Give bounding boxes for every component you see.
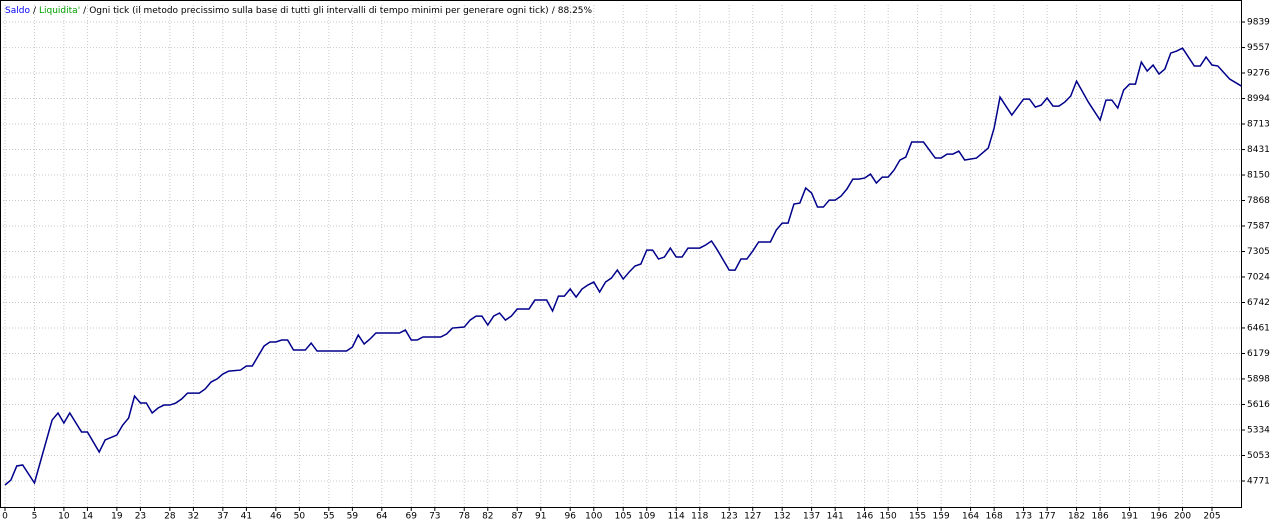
x-tick-label: 14 (82, 512, 94, 522)
x-tick-label: 5 (32, 512, 38, 522)
y-tick-label: 8994 (1247, 94, 1270, 104)
y-tick-label: 9557 (1247, 43, 1270, 53)
header-text: Saldo / Liquidita' / Ogni tick (il metodo pr… (5, 6, 593, 16)
x-tick-label: 32 (188, 512, 199, 522)
x-tick-label: 37 (217, 512, 228, 522)
x-tick-label: 182 (1068, 512, 1085, 522)
x-tick-label: 19 (111, 512, 123, 522)
x-tick-label: 205 (1203, 512, 1220, 522)
y-tick-label: 7305 (1247, 247, 1270, 257)
x-tick-label: 64 (376, 512, 388, 522)
x-tick-label: 164 (962, 512, 979, 522)
x-tick-label: 155 (909, 512, 926, 522)
x-tick-label: 132 (774, 512, 791, 522)
separator: / (552, 6, 556, 16)
subtitle: Ogni tick (il metodo precissimo sulla ba… (89, 6, 548, 16)
y-tick-label: 8713 (1247, 120, 1270, 130)
plot-frame (0, 0, 1242, 508)
x-tick-label: 177 (1039, 512, 1056, 522)
x-tick-label: 50 (294, 512, 306, 522)
x-tick-label: 91 (535, 512, 546, 522)
y-tick-label: 8431 (1247, 145, 1270, 155)
y-tick-label: 7587 (1247, 221, 1270, 231)
y-tick-label: 9276 (1247, 69, 1270, 79)
x-tick-label: 118 (691, 512, 708, 522)
y-tick-label: 4771 (1247, 477, 1270, 487)
x-tick-label: 168 (986, 512, 1003, 522)
x-tick-label: 46 (270, 512, 282, 522)
x-tick-label: 196 (1150, 512, 1167, 522)
y-tick-label: 5053 (1247, 451, 1270, 461)
y-tick-label: 7024 (1247, 272, 1270, 282)
x-tick-label: 137 (803, 512, 820, 522)
x-tick-label: 23 (135, 512, 146, 522)
x-tick-label: 109 (638, 512, 655, 522)
x-tick-label: 127 (744, 512, 761, 522)
x-tick-label: 100 (585, 512, 602, 522)
y-tick-label: 6461 (1247, 323, 1270, 333)
x-tick-label: 150 (880, 512, 897, 522)
x-tick-label: 146 (856, 512, 873, 522)
x-tick-label: 173 (1015, 512, 1032, 522)
x-tick-label: 123 (721, 512, 738, 522)
y-tick-label: 5334 (1247, 426, 1270, 436)
x-tick-label: 141 (827, 512, 844, 522)
y-tick-label: 8150 (1247, 170, 1270, 180)
series-line (4, 47, 1242, 486)
x-tick-label: 82 (482, 512, 493, 522)
x-tick-label: 41 (241, 512, 252, 522)
quality: 88.25% (558, 6, 593, 16)
x-tick-label: 96 (564, 512, 576, 522)
y-tick-label: 6179 (1247, 349, 1270, 359)
x-tick-label: 28 (164, 512, 176, 522)
y-tick-label: 5616 (1247, 400, 1270, 410)
y-tick-label: 6742 (1247, 298, 1270, 308)
x-tick-label: 0 (2, 512, 8, 522)
x-tick-label: 114 (668, 512, 685, 522)
x-tick-label: 78 (459, 512, 471, 522)
y-tick-label: 7868 (1247, 196, 1270, 206)
x-tick-label: 159 (933, 512, 950, 522)
x-tick-label: 191 (1121, 512, 1138, 522)
x-tick-label: 10 (58, 512, 70, 522)
legend-entry: Liquidita' (39, 6, 80, 16)
x-tick-label: 200 (1174, 512, 1191, 522)
separator: / (83, 6, 87, 16)
separator: / (33, 6, 37, 16)
x-tick-label: 186 (1092, 512, 1109, 522)
x-tick-label: 55 (323, 512, 334, 522)
y-tick-label: 5898 (1247, 374, 1270, 384)
x-tick-label: 105 (615, 512, 632, 522)
legend-entry: Saldo (5, 6, 30, 16)
x-tick-label: 59 (347, 512, 359, 522)
x-tick-label: 87 (512, 512, 523, 522)
y-tick-label: 9839 (1247, 18, 1270, 28)
x-tick-label: 69 (406, 512, 418, 522)
x-tick-label: 73 (429, 512, 440, 522)
